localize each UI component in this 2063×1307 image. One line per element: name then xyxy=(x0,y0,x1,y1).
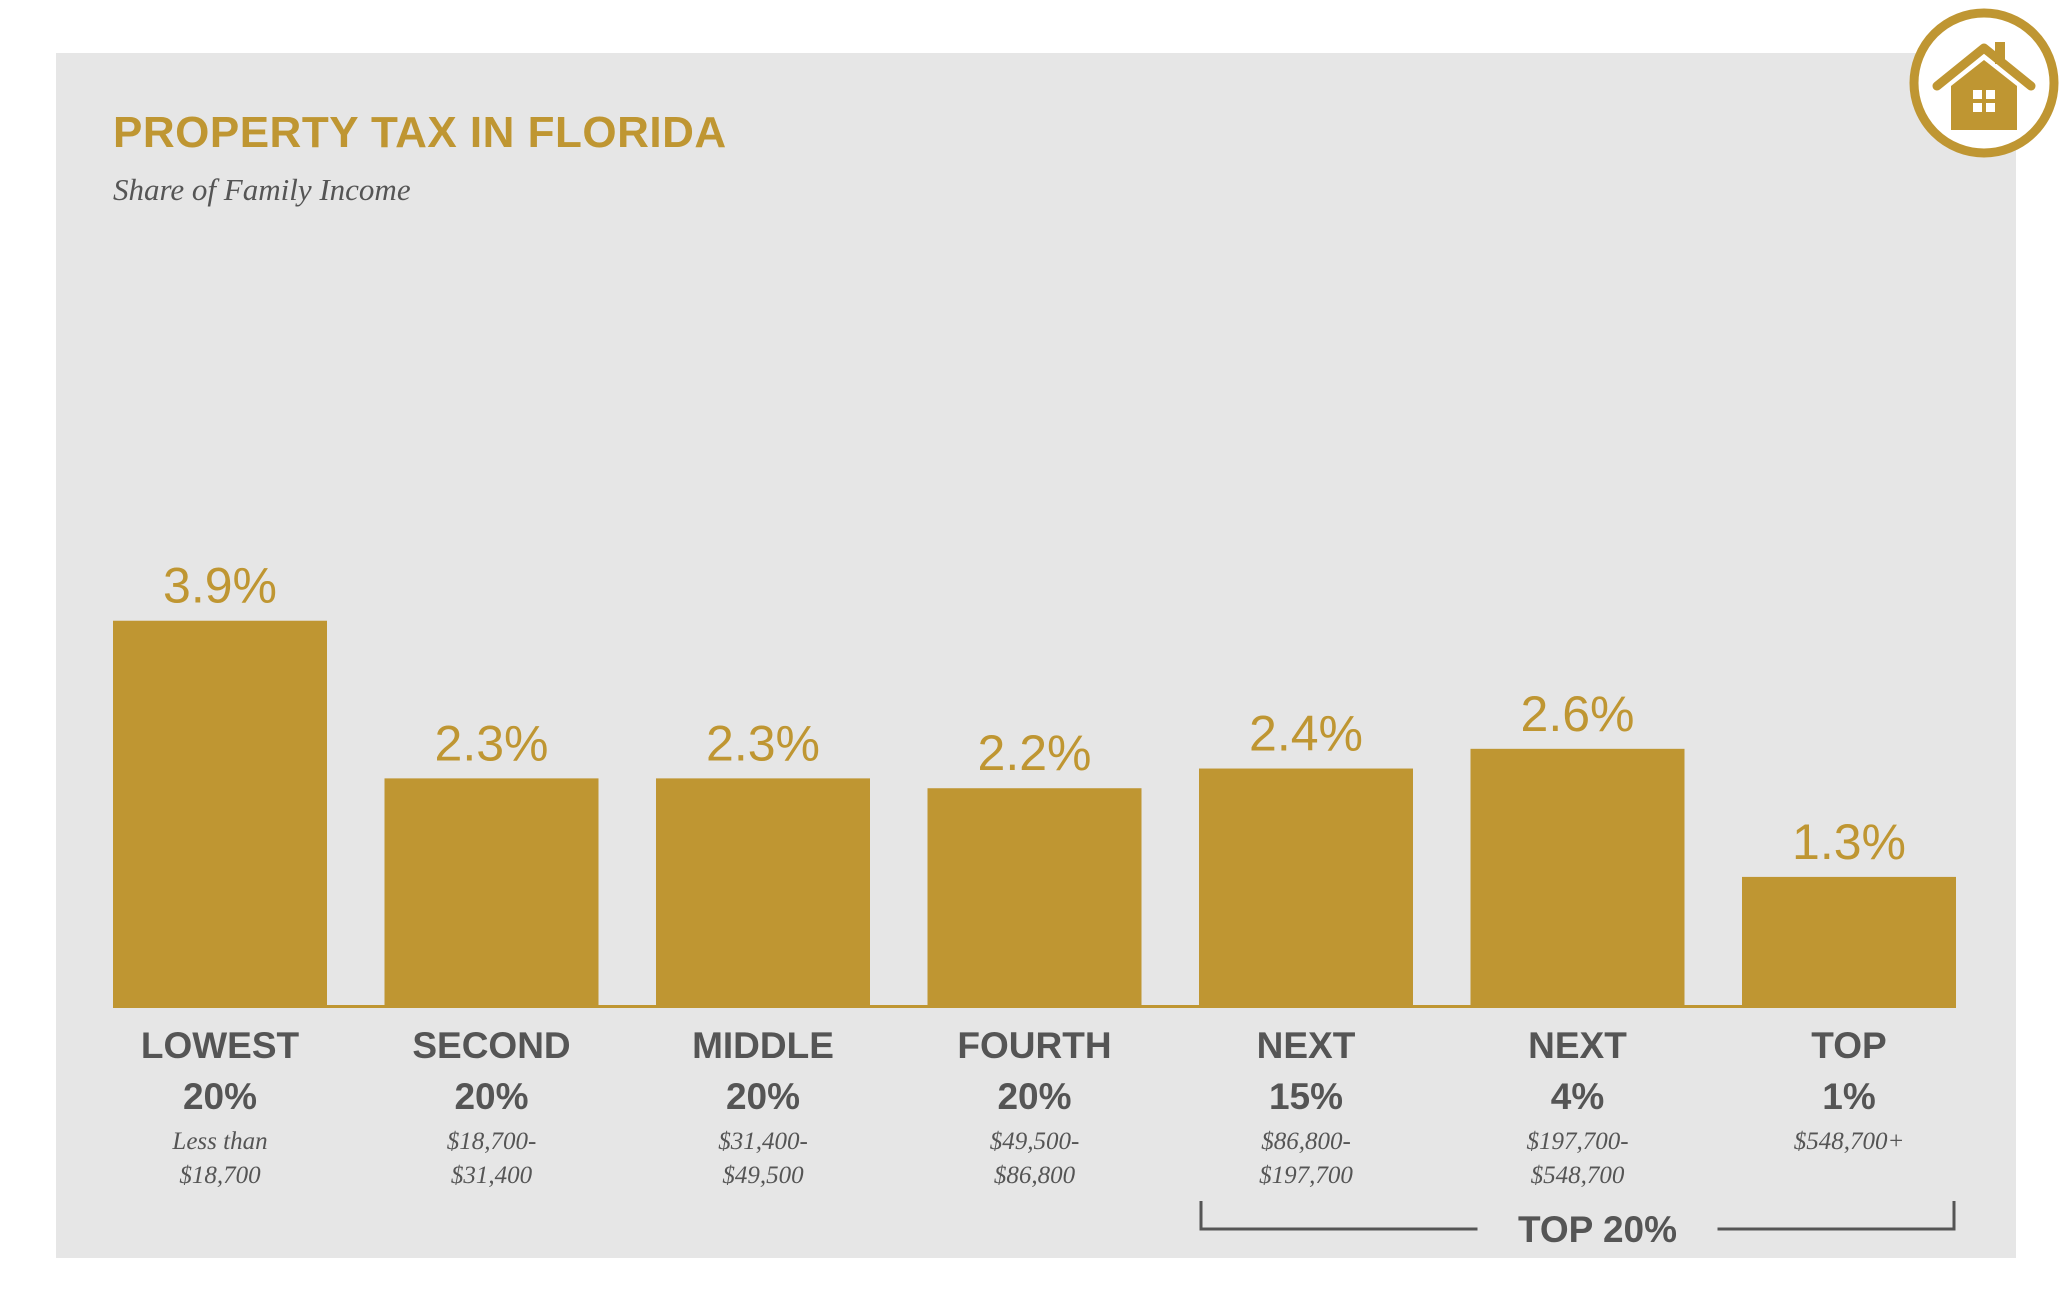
chart-subtitle: Share of Family Income xyxy=(113,172,411,207)
chart-panel xyxy=(56,53,2016,1258)
chart-title: PROPERTY TAX IN FLORIDA xyxy=(113,108,727,157)
bar xyxy=(113,620,327,1007)
income-range-label: $548,700+ xyxy=(1794,1128,1905,1155)
tick-label: 20% xyxy=(997,1076,1071,1117)
tick-label: MIDDLE xyxy=(692,1025,834,1066)
income-range-label: $49,500 xyxy=(722,1162,804,1189)
tick-label: 1% xyxy=(1822,1076,1875,1117)
bar xyxy=(927,788,1142,1007)
tick-label: NEXT xyxy=(1528,1025,1627,1066)
income-range-label: $31,400 xyxy=(451,1162,533,1189)
income-range-label: $18,700- xyxy=(447,1128,537,1155)
tick-label: 20% xyxy=(726,1076,800,1117)
income-range-label: $18,700 xyxy=(179,1162,261,1189)
income-range-label: $86,800 xyxy=(994,1162,1076,1189)
bar xyxy=(1742,876,1956,1007)
tick-label: LOWEST xyxy=(141,1025,300,1066)
group-bracket-left xyxy=(1199,1201,1478,1231)
bar xyxy=(1470,748,1685,1007)
tick-label: 20% xyxy=(183,1076,257,1117)
house-icon xyxy=(1909,8,2059,158)
income-range-label: $31,400- xyxy=(718,1128,808,1155)
group-label: TOP 20% xyxy=(1518,1209,1677,1250)
income-range-label: $49,500- xyxy=(990,1128,1080,1155)
data-label: 2.2% xyxy=(978,725,1092,781)
income-range-label: $197,700 xyxy=(1259,1162,1353,1189)
bar xyxy=(1199,768,1413,1007)
data-label: 2.6% xyxy=(1521,686,1635,742)
data-label: 1.3% xyxy=(1792,814,1906,870)
tick-label: 4% xyxy=(1551,1076,1604,1117)
tick-label: SECOND xyxy=(412,1025,570,1066)
tick-label: 20% xyxy=(454,1076,528,1117)
group-bracket-right xyxy=(1717,1201,1956,1231)
bar xyxy=(656,778,870,1007)
tick-label: NEXT xyxy=(1257,1025,1356,1066)
tick-label: FOURTH xyxy=(957,1025,1111,1066)
income-range-label: $548,700 xyxy=(1531,1162,1625,1189)
income-range-label: $86,800- xyxy=(1261,1128,1351,1155)
tick-label: 15% xyxy=(1269,1076,1343,1117)
data-label: 2.3% xyxy=(435,715,549,771)
data-label: 2.3% xyxy=(706,715,820,771)
bar xyxy=(384,778,599,1007)
income-range-label: $197,700- xyxy=(1526,1128,1628,1155)
tick-label: TOP xyxy=(1811,1025,1886,1066)
data-label: 2.4% xyxy=(1249,706,1363,762)
income-range-label: Less than xyxy=(171,1128,267,1155)
data-label: 3.9% xyxy=(163,558,277,614)
